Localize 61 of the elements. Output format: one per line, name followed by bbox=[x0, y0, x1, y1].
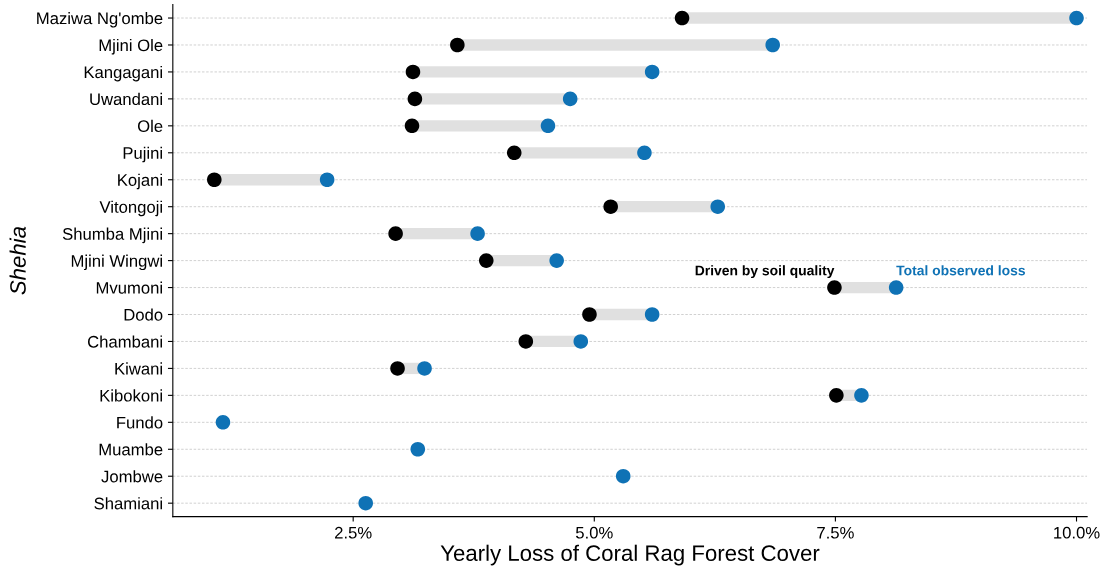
x-axis-title: Yearly Loss of Coral Rag Forest Cover bbox=[440, 544, 820, 566]
point bbox=[637, 145, 652, 161]
y-tick-label: Muambe bbox=[99, 443, 163, 456]
y-tick-label: Kibokoni bbox=[100, 389, 162, 402]
point bbox=[888, 280, 904, 295]
point bbox=[417, 361, 432, 376]
y-tick-label: Ole bbox=[137, 119, 163, 133]
y-tick-label: Maziwa Ng'ombe bbox=[37, 11, 163, 28]
point bbox=[388, 226, 403, 241]
y-tick-label: Mjini Wingwi bbox=[71, 254, 162, 271]
y-tick-label: Pujini bbox=[123, 146, 162, 163]
point bbox=[405, 64, 421, 80]
point bbox=[573, 334, 589, 349]
y-tick-label: Uwandani bbox=[90, 92, 162, 106]
x-tick-label: 2.5% bbox=[335, 526, 372, 539]
y-tick-label: Chambani bbox=[87, 335, 162, 348]
point bbox=[470, 226, 485, 241]
y-tick-label: Jombwe bbox=[101, 470, 163, 483]
point bbox=[854, 388, 869, 403]
point bbox=[319, 172, 335, 188]
y-tick-label: Kiwani bbox=[115, 362, 162, 375]
y-tick-label: Kangagani bbox=[84, 65, 162, 82]
y-tick-label: Fundo bbox=[117, 416, 163, 429]
point bbox=[562, 91, 578, 107]
y-tick-label: Mjini Ole bbox=[99, 38, 163, 55]
point bbox=[540, 118, 556, 134]
y-tick-label: Shamiani bbox=[94, 497, 162, 510]
point bbox=[407, 91, 423, 107]
point bbox=[215, 415, 231, 430]
annotation: Total observed loss bbox=[896, 265, 1026, 276]
point bbox=[644, 307, 660, 322]
point bbox=[674, 10, 690, 26]
point bbox=[710, 199, 726, 214]
x-tick-label: 10.0% bbox=[1054, 526, 1100, 539]
y-tick-label: Vitongoji bbox=[99, 200, 162, 217]
y-tick-label: Mvumoni bbox=[96, 281, 162, 294]
point bbox=[410, 441, 426, 457]
point bbox=[358, 495, 373, 511]
point bbox=[207, 172, 222, 188]
point bbox=[390, 361, 405, 376]
y-tick-label: Kojani bbox=[118, 173, 162, 190]
point bbox=[615, 468, 631, 484]
point bbox=[518, 334, 534, 349]
point bbox=[827, 280, 842, 295]
point bbox=[478, 253, 494, 268]
y-axis-title: Shehia bbox=[9, 226, 26, 295]
point bbox=[1069, 10, 1084, 26]
point bbox=[829, 388, 844, 403]
point bbox=[644, 64, 660, 80]
point bbox=[404, 118, 420, 134]
point bbox=[506, 145, 522, 161]
x-tick-label: 7.5% bbox=[817, 526, 854, 539]
point bbox=[549, 253, 564, 268]
point bbox=[450, 37, 465, 53]
point bbox=[603, 199, 618, 214]
y-tick-label: Shumba Mjini bbox=[62, 227, 162, 244]
point bbox=[582, 307, 597, 322]
point bbox=[765, 37, 780, 53]
annotation: Driven by soil quality bbox=[695, 265, 835, 279]
y-tick-label: Dodo bbox=[124, 308, 163, 321]
x-tick-label: 5.0% bbox=[575, 526, 613, 539]
